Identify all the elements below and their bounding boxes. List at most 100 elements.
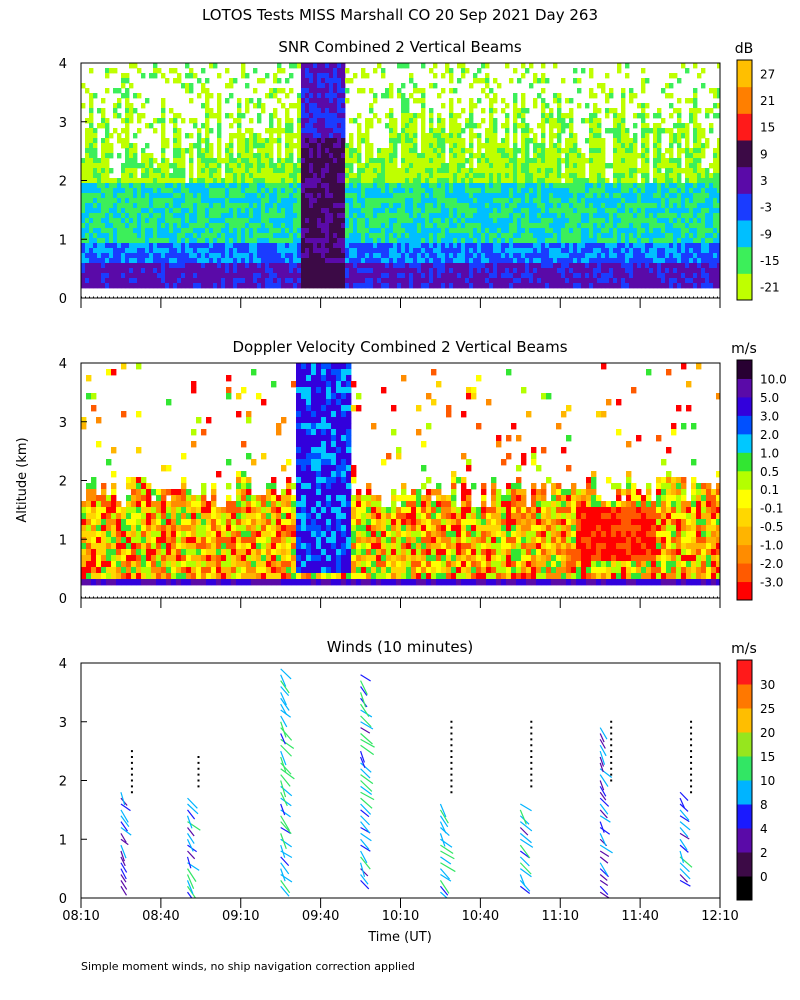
snr-cell xyxy=(117,268,122,274)
snr-cell xyxy=(161,208,166,214)
snr-cell xyxy=(641,283,646,289)
snr-cell xyxy=(173,223,178,229)
snr-cell xyxy=(305,138,310,144)
snr-cell xyxy=(377,258,382,264)
snr-cell xyxy=(561,223,566,229)
snr-cell xyxy=(553,178,558,184)
snr-cell xyxy=(625,128,630,134)
snr-cell xyxy=(149,258,154,264)
snr-cell xyxy=(109,188,114,194)
snr-cell xyxy=(517,233,522,239)
snr-cell xyxy=(121,283,126,289)
snr-cell xyxy=(105,223,110,229)
snr-cell xyxy=(389,193,394,199)
snr-cell xyxy=(81,183,86,189)
snr-cell xyxy=(85,173,90,179)
snr-cell xyxy=(457,123,462,129)
snr-cell xyxy=(149,283,154,289)
snr-cell xyxy=(329,213,334,219)
snr-cell xyxy=(229,123,234,129)
snr-cell xyxy=(493,158,498,164)
snr-cell xyxy=(113,278,118,284)
snr-cell xyxy=(645,283,650,289)
snr-cell xyxy=(113,128,118,134)
snr-cell xyxy=(213,208,218,214)
snr-cell xyxy=(377,223,382,229)
snr-cell xyxy=(169,193,174,199)
snr-cell xyxy=(545,263,550,269)
snr-cell xyxy=(241,228,246,234)
snr-cell xyxy=(509,158,514,164)
snr-cell xyxy=(305,168,310,174)
snr-cell xyxy=(305,123,310,129)
snr-cell xyxy=(413,208,418,214)
snr-cell xyxy=(513,153,518,159)
snr-cell xyxy=(517,183,522,189)
snr-cell xyxy=(569,278,574,284)
snr-cell xyxy=(125,138,130,144)
snr-cell xyxy=(473,188,478,194)
snr-cell xyxy=(537,93,542,99)
snr-cell xyxy=(413,173,418,179)
snr-cell xyxy=(401,213,406,219)
snr-cell xyxy=(585,253,590,259)
snr-cell xyxy=(141,238,146,244)
snr-cell xyxy=(653,163,658,169)
snr-cell xyxy=(393,278,398,284)
snr-cell xyxy=(109,258,114,264)
snr-cell xyxy=(305,148,310,154)
snr-cell xyxy=(657,193,662,199)
snr-cell xyxy=(505,133,510,139)
snr-cell xyxy=(581,228,586,234)
snr-cell xyxy=(129,283,134,289)
snr-cell xyxy=(329,88,334,94)
snr-cell xyxy=(385,198,390,204)
snr-cell xyxy=(609,278,614,284)
snr-cell xyxy=(529,213,534,219)
snr-cell xyxy=(569,98,574,104)
snr-cell xyxy=(617,138,622,144)
snr-cell xyxy=(625,263,630,269)
snr-cell xyxy=(81,188,86,194)
snr-cell xyxy=(257,278,262,284)
snr-cell xyxy=(409,253,414,259)
snr-cell xyxy=(469,163,474,169)
snr-cell xyxy=(633,188,638,194)
snr-cell xyxy=(653,213,658,219)
snr-cell xyxy=(485,243,490,249)
snr-cell xyxy=(297,223,302,229)
snr-cell xyxy=(357,163,362,169)
snr-cell xyxy=(441,158,446,164)
snr-cell xyxy=(465,168,470,174)
snr-cell xyxy=(329,148,334,154)
snr-cell xyxy=(257,143,262,149)
snr-cell xyxy=(313,228,318,234)
snr-cell xyxy=(529,188,534,194)
snr-cell xyxy=(497,173,502,179)
snr-cell xyxy=(237,273,242,279)
snr-cell xyxy=(537,263,542,269)
snr-cell xyxy=(85,153,90,159)
snr-cell xyxy=(313,253,318,259)
snr-cell xyxy=(121,213,126,219)
snr-cell xyxy=(189,153,194,159)
snr-cell xyxy=(245,273,250,279)
snr-cell xyxy=(517,158,522,164)
snr-cell xyxy=(561,263,566,269)
snr-cell xyxy=(149,238,154,244)
snr-cell xyxy=(565,193,570,199)
snr-cell xyxy=(317,133,322,139)
snr-cell xyxy=(129,203,134,209)
snr-cell xyxy=(81,263,86,269)
snr-cell xyxy=(581,278,586,284)
snr-cell xyxy=(253,228,258,234)
snr-cell xyxy=(329,113,334,119)
snr-cell xyxy=(357,183,362,189)
snr-cell xyxy=(381,268,386,274)
snr-cell xyxy=(489,108,494,114)
snr-cell xyxy=(345,213,350,219)
snr-cell xyxy=(433,63,438,69)
snr-cell xyxy=(337,133,342,139)
snr-cell xyxy=(377,178,382,184)
snr-cell xyxy=(409,148,414,154)
